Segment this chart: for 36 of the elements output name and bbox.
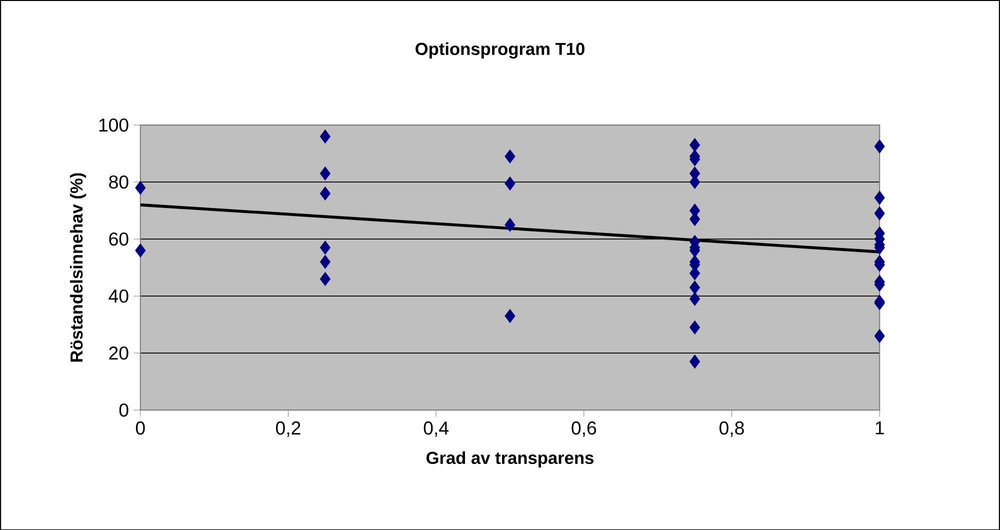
x-tick-label: 0,6 bbox=[572, 421, 596, 437]
y-tick-label: 100 bbox=[99, 118, 128, 132]
y-tick-label: 60 bbox=[109, 232, 128, 246]
y-tick-label: 20 bbox=[109, 346, 128, 360]
x-tick-label: 0,2 bbox=[276, 421, 300, 437]
point bbox=[320, 129, 330, 144]
point bbox=[504, 308, 516, 323]
point bbox=[874, 206, 885, 220]
y-tick-label: 80 bbox=[109, 175, 128, 188]
point bbox=[690, 138, 700, 152]
point bbox=[874, 328, 885, 343]
point bbox=[874, 190, 885, 204]
point bbox=[690, 354, 700, 368]
y-tick-label: 0 bbox=[119, 403, 128, 416]
point bbox=[504, 149, 516, 164]
point bbox=[690, 320, 700, 334]
point bbox=[504, 176, 516, 190]
chart-title: Optionsprogram T10 bbox=[416, 42, 584, 58]
x-tick-label: 0,4 bbox=[424, 421, 448, 437]
x-tick-label: 1 bbox=[876, 421, 884, 434]
point bbox=[504, 218, 516, 232]
point bbox=[690, 292, 700, 306]
x-tick-label: 0,8 bbox=[720, 421, 744, 437]
point bbox=[320, 186, 330, 200]
point bbox=[874, 139, 885, 154]
point bbox=[320, 254, 330, 269]
point bbox=[135, 243, 146, 258]
point bbox=[320, 166, 330, 180]
y-axis-title: Röstandelsinnehav (%) bbox=[70, 172, 86, 362]
point bbox=[320, 272, 330, 286]
x-tick-label: 0 bbox=[136, 421, 145, 434]
y-tick-label: 40 bbox=[108, 289, 128, 302]
x-axis-title: Grad av transparens bbox=[426, 451, 594, 468]
point bbox=[320, 240, 330, 254]
point bbox=[135, 180, 146, 194]
point bbox=[690, 280, 700, 294]
